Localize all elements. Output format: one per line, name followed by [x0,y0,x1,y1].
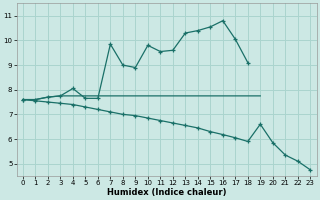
X-axis label: Humidex (Indice chaleur): Humidex (Indice chaleur) [107,188,226,197]
